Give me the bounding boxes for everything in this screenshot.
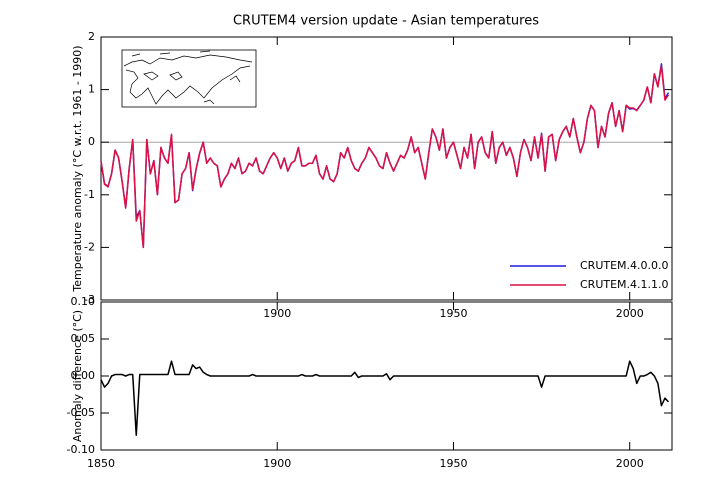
legend-label: CRUTEM.4.1.1.0 bbox=[580, 278, 669, 291]
chart-title: CRUTEM4 version update - Asian temperatu… bbox=[233, 14, 539, 29]
legend-label: CRUTEM.4.0.0.0 bbox=[580, 259, 669, 272]
y-tick-label: 0 bbox=[88, 135, 95, 148]
y-tick-label: -2 bbox=[84, 240, 95, 253]
x-tick-label: 1900 bbox=[263, 457, 291, 470]
y-axis-label: Anomaly difference (°C) bbox=[71, 310, 84, 442]
x-tick-label: 2000 bbox=[616, 457, 644, 470]
y-tick-label: -3 bbox=[84, 293, 95, 306]
data-line bbox=[100, 65, 670, 249]
inset-map bbox=[121, 49, 257, 108]
x-tick-label: 1850 bbox=[87, 457, 115, 470]
y-tick-label: 0.00 bbox=[71, 369, 96, 382]
plot-frame bbox=[100, 36, 673, 301]
x-tick-label: 1950 bbox=[439, 457, 467, 470]
y-axis-label: Temperature anomaly (°C w.r.t. 1961 - 19… bbox=[71, 45, 84, 292]
x-tick-label: 2000 bbox=[616, 307, 644, 320]
y-tick-label: -1 bbox=[84, 188, 95, 201]
x-tick-label: 1900 bbox=[263, 307, 291, 320]
y-tick-label: 1 bbox=[88, 83, 95, 96]
data-line bbox=[100, 360, 670, 436]
x-tick-label: 1950 bbox=[439, 307, 467, 320]
y-tick-label: 2 bbox=[88, 30, 95, 43]
y-tick-label: 0.05 bbox=[71, 332, 96, 345]
y-tick-label: 0.10 bbox=[71, 295, 96, 308]
y-tick-label: -0.05 bbox=[67, 406, 95, 419]
y-tick-label: -0.10 bbox=[67, 443, 95, 456]
